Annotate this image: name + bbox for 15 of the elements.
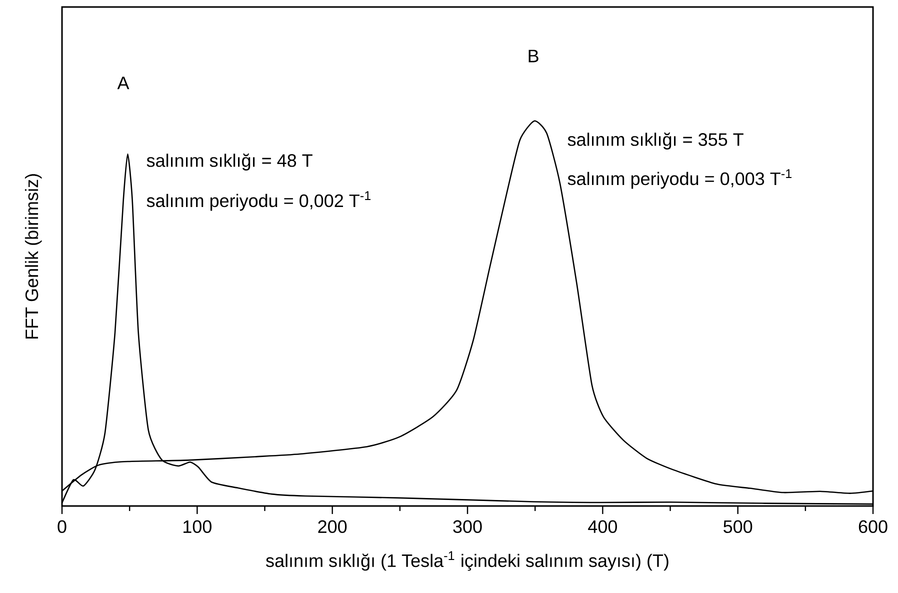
x-tick-label: 200 (318, 520, 347, 534)
text: B (528, 50, 538, 62)
annotation: salınım periyodu = 0,002 T$^{-1}$ (146, 191, 371, 211)
annotation: salınım sıklığı = 355 T (568, 132, 744, 150)
x-axis-title: salınım sıklığı (1 Tesla$^{-1}$ içindeki salınım sayısı) (T) (266, 551, 668, 571)
annotation: salınım periyodu = 0,003 T$^{-1}$ (568, 169, 792, 189)
text: A (117, 76, 130, 90)
x-tick-label: 600 (858, 520, 888, 534)
x-tick-label: 300 (453, 520, 482, 534)
annotation: salınım sıklığı = 48 T (146, 153, 312, 170)
x-tick-label: 0 (58, 520, 66, 534)
y-axis-title: FFT Genlik (birimsiz) (24, 174, 42, 339)
x-tick-label: 100 (184, 520, 212, 534)
x-tick-label: 500 (724, 520, 752, 534)
x-tick-label: 400 (588, 520, 617, 534)
